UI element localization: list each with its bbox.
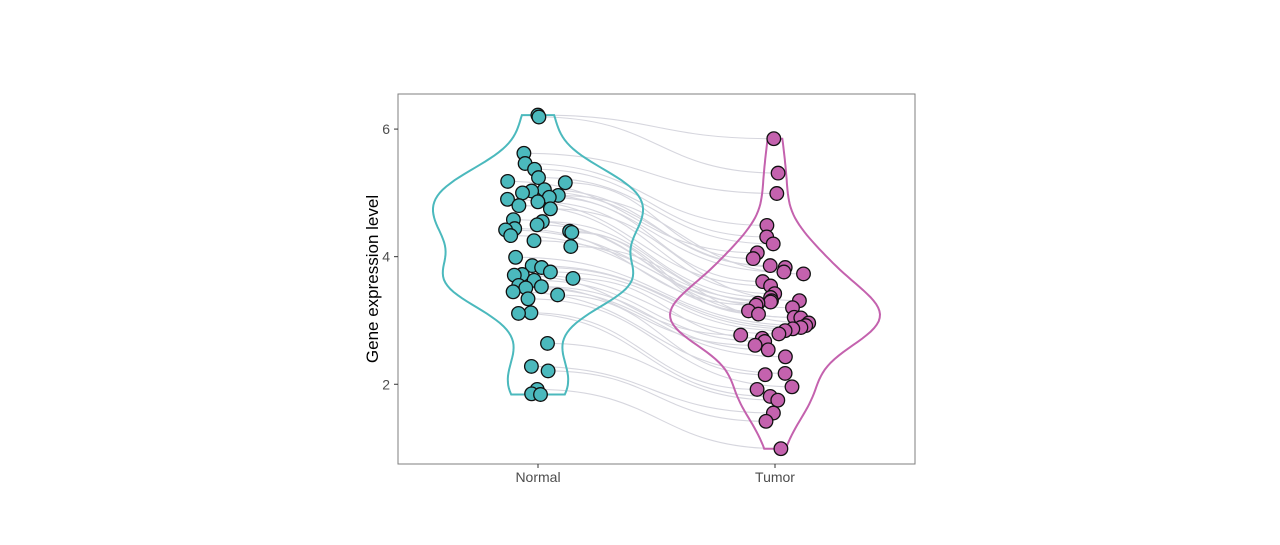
data-point-tumor — [763, 294, 779, 310]
pair-line — [534, 168, 767, 238]
data-point-normal — [542, 264, 558, 280]
pair-line — [538, 116, 779, 174]
data-point-normal — [565, 270, 581, 286]
pair-line — [522, 192, 784, 273]
data-point-tumor — [758, 413, 774, 429]
data-point-tumor — [751, 306, 766, 322]
pair-line — [548, 370, 767, 422]
data-point-tumor — [733, 327, 749, 343]
data-point-tumor — [770, 165, 786, 181]
data-point-tumor — [762, 258, 778, 274]
pair-line — [523, 152, 777, 195]
data-point-normal — [540, 363, 556, 379]
pair-line — [537, 114, 774, 140]
pair-line — [527, 298, 793, 388]
data-point-tumor — [765, 236, 781, 252]
data-point-normal — [542, 201, 558, 217]
data-point-tumor — [796, 266, 811, 282]
data-point-normal — [530, 194, 546, 210]
pair-line — [557, 294, 766, 376]
data-point-normal — [511, 198, 527, 214]
pair-line — [571, 231, 759, 315]
data-point-tumor — [784, 379, 800, 395]
pair-line — [530, 312, 758, 390]
pair-line — [537, 388, 781, 450]
pair-line — [538, 177, 774, 245]
pair-line — [541, 266, 793, 330]
data-point-normal — [563, 239, 579, 254]
x-tick-label-tumor: Tumor — [755, 469, 795, 485]
data-point-normal — [505, 284, 521, 300]
y-tick-label: 6 — [382, 121, 390, 137]
data-point-tumor — [777, 365, 793, 381]
y-tick-label: 4 — [382, 249, 390, 265]
pair-line — [531, 365, 774, 414]
data-point-normal — [523, 305, 539, 321]
data-point-tumor — [747, 337, 763, 353]
data-point-normal — [564, 224, 580, 240]
data-point-tumor — [773, 441, 789, 457]
data-point-normal — [503, 228, 519, 244]
data-point-normal — [523, 358, 539, 374]
data-point-normal — [526, 233, 542, 249]
data-point-tumor — [777, 349, 793, 365]
pair-line — [518, 312, 771, 397]
data-point-tumor — [766, 131, 782, 147]
data-point-normal — [540, 335, 555, 351]
pair-line — [507, 180, 758, 254]
pair-line — [525, 287, 786, 358]
pair-line — [547, 342, 778, 401]
data-point-normal — [515, 185, 530, 201]
data-point-normal — [500, 191, 515, 207]
pair-line — [565, 182, 754, 260]
y-axis: 2 4 6 — [382, 121, 398, 392]
violin-normal — [432, 114, 644, 396]
x-tick-label-normal: Normal — [515, 469, 560, 485]
points-layer — [498, 107, 817, 457]
data-point-tumor — [769, 186, 785, 201]
data-point-normal — [531, 170, 546, 186]
y-tick-label: 2 — [382, 376, 390, 392]
data-point-tumor — [770, 392, 786, 408]
data-point-normal — [500, 173, 516, 189]
x-axis: Normal Tumor — [515, 464, 795, 485]
data-point-tumor — [776, 264, 792, 280]
pair-line — [525, 162, 767, 226]
data-point-normal — [533, 387, 548, 402]
pair-line — [515, 256, 806, 327]
data-point-normal — [531, 109, 547, 125]
pair-line — [518, 205, 771, 299]
y-axis-title: Gene expression level — [363, 195, 382, 363]
data-point-tumor — [749, 381, 765, 397]
data-point-tumor — [757, 367, 773, 383]
pair-line — [531, 190, 786, 269]
data-point-normal — [557, 175, 573, 191]
data-point-normal — [533, 279, 549, 295]
pair-lines-layer — [505, 114, 809, 450]
pair-line — [550, 271, 786, 332]
data-point-normal — [550, 287, 566, 303]
data-point-normal — [520, 291, 536, 307]
data-point-normal — [511, 305, 526, 321]
pair-line — [541, 286, 769, 351]
pair-line — [542, 221, 771, 303]
data-point-tumor — [745, 251, 761, 267]
data-point-tumor — [771, 326, 787, 342]
pair-line — [549, 196, 763, 283]
pair-line — [558, 194, 804, 275]
pair-line — [532, 265, 801, 329]
data-point-normal — [508, 249, 524, 265]
data-point-normal — [529, 217, 545, 233]
data-point-tumor — [760, 342, 776, 358]
pair-line — [572, 277, 763, 339]
pair-line — [570, 245, 809, 324]
